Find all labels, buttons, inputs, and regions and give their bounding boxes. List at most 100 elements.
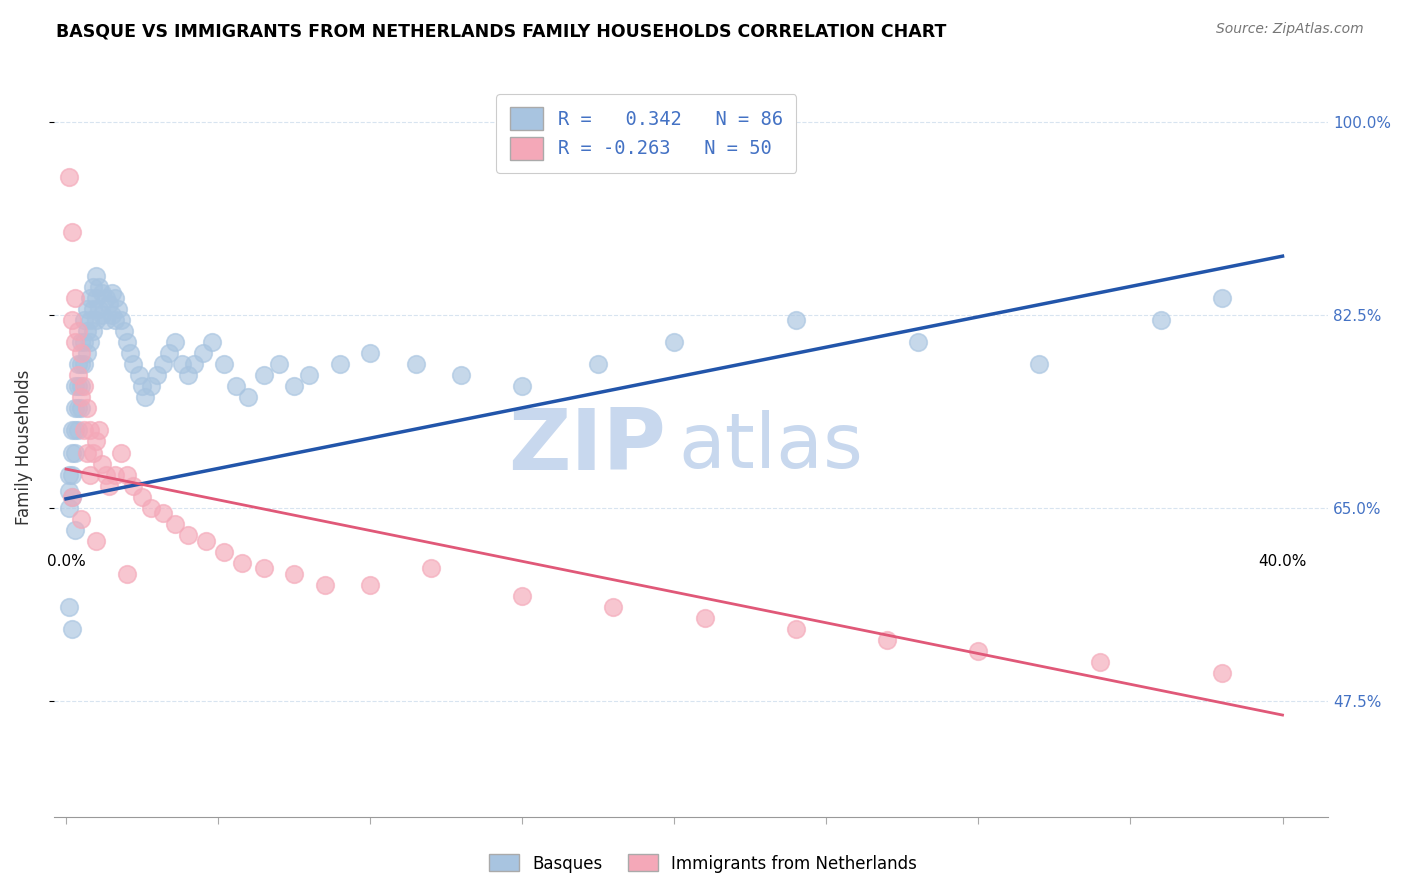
Point (141, 379, 163, 393)
Point (89, 280, 111, 294)
Point (314, 578, 336, 592)
Point (67, 379, 90, 393)
Point (170, 357, 193, 371)
Point (1211, 666, 1233, 681)
Point (212, 357, 235, 371)
Point (63, 335, 86, 350)
Point (122, 478, 145, 492)
Point (79, 313, 101, 327)
Point (107, 302, 129, 317)
Point (510, 589, 533, 603)
Text: 40.0%: 40.0% (1258, 554, 1306, 569)
Text: BASQUE VS IMMIGRANTS FROM NETHERLANDS FAMILY HOUSEHOLDS CORRELATION CHART: BASQUE VS IMMIGRANTS FROM NETHERLANDS FA… (56, 22, 946, 40)
Point (115, 467, 138, 482)
Point (86, 268, 108, 283)
Point (60, 424, 83, 438)
Point (283, 379, 305, 393)
Point (1028, 357, 1050, 371)
Point (104, 291, 127, 305)
Text: ZIP: ZIP (508, 406, 665, 489)
Point (70, 511, 93, 525)
Point (165, 335, 187, 350)
Point (76, 324, 98, 338)
Text: atlas: atlas (678, 410, 863, 484)
Point (405, 357, 427, 371)
Point (58, 599, 80, 614)
Point (82, 302, 104, 317)
Point (63, 523, 86, 537)
Point (70, 357, 93, 371)
Point (97, 478, 120, 492)
Point (253, 561, 276, 575)
Point (191, 346, 214, 360)
Point (586, 357, 609, 371)
Point (89, 302, 111, 317)
Point (1211, 291, 1233, 305)
Point (115, 335, 138, 350)
Point (118, 346, 141, 360)
Point (82, 280, 104, 294)
Point (128, 368, 150, 383)
Point (91, 457, 114, 471)
Point (70, 346, 93, 360)
Point (79, 291, 101, 305)
Point (63, 424, 86, 438)
Point (76, 346, 98, 360)
Point (183, 357, 205, 371)
Point (176, 528, 198, 542)
Point (94, 291, 117, 305)
Point (420, 561, 443, 575)
Point (1150, 313, 1173, 327)
Point (79, 424, 101, 438)
Point (63, 379, 86, 393)
Point (76, 445, 98, 459)
Point (267, 357, 290, 371)
Legend: Basques, Immigrants from Netherlands: Basques, Immigrants from Netherlands (482, 847, 924, 880)
Point (225, 379, 247, 393)
Point (76, 302, 98, 317)
Point (104, 313, 127, 327)
Point (146, 368, 169, 383)
Point (131, 490, 153, 504)
Point (63, 401, 86, 416)
Point (67, 324, 90, 338)
Point (110, 445, 132, 459)
Point (89, 424, 111, 438)
Point (967, 644, 990, 658)
Point (283, 566, 305, 581)
Point (238, 390, 260, 404)
Point (231, 556, 253, 570)
Point (97, 296, 120, 310)
Point (58, 169, 80, 184)
Point (60, 622, 83, 636)
Point (70, 379, 93, 393)
Point (134, 390, 156, 404)
Y-axis label: Family Households: Family Households (15, 369, 32, 524)
Point (298, 368, 321, 383)
Point (94, 313, 117, 327)
Point (79, 335, 101, 350)
Point (58, 484, 80, 499)
Point (112, 324, 135, 338)
Text: Source: ZipAtlas.com: Source: ZipAtlas.com (1216, 22, 1364, 37)
Point (70, 335, 93, 350)
Point (201, 335, 224, 350)
Point (510, 379, 533, 393)
Point (359, 346, 381, 360)
Point (359, 578, 381, 592)
Point (86, 313, 108, 327)
Point (67, 357, 90, 371)
Point (60, 225, 83, 239)
Point (60, 313, 83, 327)
Point (60, 490, 83, 504)
Point (602, 599, 624, 614)
Point (73, 335, 96, 350)
Point (58, 467, 80, 482)
Point (100, 285, 122, 300)
Point (60, 445, 83, 459)
Point (785, 622, 807, 636)
Point (141, 500, 163, 515)
Point (131, 379, 153, 393)
Point (86, 434, 108, 449)
Point (664, 335, 686, 350)
